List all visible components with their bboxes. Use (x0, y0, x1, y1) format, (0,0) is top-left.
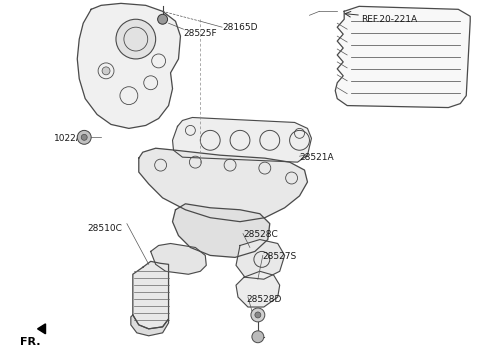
Circle shape (102, 67, 110, 75)
Polygon shape (133, 261, 168, 329)
Polygon shape (151, 243, 206, 274)
Circle shape (157, 14, 168, 24)
Circle shape (251, 308, 265, 322)
Text: 28527S: 28527S (263, 252, 297, 261)
Circle shape (255, 312, 261, 318)
Polygon shape (77, 3, 180, 129)
Text: 28521A: 28521A (300, 153, 334, 162)
Text: 28165D: 28165D (222, 23, 258, 32)
Polygon shape (139, 148, 308, 222)
Text: REF.20-221A: REF.20-221A (361, 15, 417, 24)
Text: 28525F: 28525F (183, 29, 217, 38)
Circle shape (116, 19, 156, 59)
Text: 28528D: 28528D (246, 295, 281, 304)
Text: 28510C: 28510C (87, 224, 122, 233)
Polygon shape (37, 324, 46, 334)
Polygon shape (236, 271, 280, 307)
Text: 28528C: 28528C (243, 230, 278, 239)
Text: 1022AA: 1022AA (53, 134, 89, 143)
Circle shape (77, 130, 91, 144)
Circle shape (81, 134, 87, 140)
Text: FR.: FR. (20, 337, 40, 347)
Circle shape (252, 331, 264, 343)
Polygon shape (172, 117, 312, 162)
Polygon shape (236, 239, 285, 279)
Polygon shape (172, 204, 270, 257)
Polygon shape (131, 315, 168, 336)
Polygon shape (335, 6, 470, 108)
